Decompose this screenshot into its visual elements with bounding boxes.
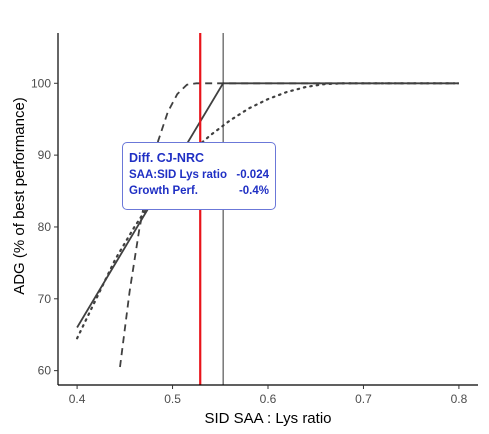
- x-tick-label: 0.5: [164, 392, 181, 406]
- annotation-ratio-value: -0.024: [236, 169, 269, 181]
- x-tick-label: 0.8: [451, 392, 468, 406]
- annotation-growth-label: Growth Perf.: [129, 185, 199, 197]
- annotation-growth-value: -0.4%: [238, 185, 269, 197]
- axes: [54, 33, 478, 389]
- tick-labels: 0.4 0.5 0.6 0.7 0.8 60 70 80 90 100: [31, 76, 468, 406]
- x-tick-label: 0.6: [260, 392, 277, 406]
- x-axis-title: SID SAA : Lys ratio: [205, 410, 332, 427]
- x-tick-label: 0.7: [355, 392, 372, 406]
- annotation-title: Diff. CJ-NRC: [129, 151, 204, 165]
- y-axis-title: ADG (% of best performance): [11, 97, 28, 295]
- series-layer: [75, 82, 460, 368]
- annotation-row-ratio: SAA:SID Lys ratio -0.024: [129, 167, 269, 183]
- y-tick-label: 80: [38, 220, 52, 234]
- y-tick-label: 90: [38, 148, 52, 162]
- y-tick-label: 70: [38, 292, 52, 306]
- x-tick-label: 0.4: [69, 392, 86, 406]
- annotation-box: Diff. CJ-NRC SAA:SID Lys ratio -0.024 Gr…: [122, 142, 276, 210]
- annotation-ratio-label: SAA:SID Lys ratio: [129, 169, 227, 181]
- annotation-row-growth: Growth Perf. -0.4%: [129, 183, 269, 199]
- y-tick-label: 60: [38, 364, 52, 378]
- series-dashed-line: [119, 82, 459, 368]
- series-dotted-line: [75, 82, 460, 340]
- y-tick-label: 100: [31, 76, 51, 90]
